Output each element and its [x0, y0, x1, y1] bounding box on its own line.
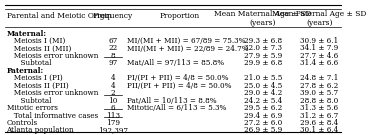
Text: 29.5 ± 6.2: 29.5 ± 6.2 — [244, 104, 282, 112]
Text: 27.8 ± 6.2: 27.8 ± 6.2 — [300, 82, 339, 90]
Text: Mitotic errors: Mitotic errors — [7, 104, 57, 112]
Text: 27.2 ± 6.0: 27.2 ± 6.0 — [244, 119, 282, 127]
Text: Mat/All = 97/113 = 85.8%: Mat/All = 97/113 = 85.8% — [126, 59, 224, 67]
Text: Controls: Controls — [7, 119, 38, 127]
Text: Parental and Meiotic Origin: Parental and Meiotic Origin — [7, 12, 111, 20]
Text: 6: 6 — [110, 104, 115, 112]
Text: 28.8 ± 8.0: 28.8 ± 8.0 — [300, 97, 339, 105]
Text: 2: 2 — [110, 89, 115, 97]
Text: MI/(MI + MII) = 67/89 = 75.3%: MI/(MI + MII) = 67/89 = 75.3% — [126, 37, 245, 45]
Text: 31.3 ± 5.6: 31.3 ± 5.6 — [301, 104, 339, 112]
Text: Mean Paternal Age ± SD
(years): Mean Paternal Age ± SD (years) — [272, 10, 367, 27]
Text: Frequency: Frequency — [93, 12, 133, 20]
Text: 10: 10 — [108, 97, 118, 105]
Text: Mean Maternal Age ± SD
(years): Mean Maternal Age ± SD (years) — [214, 10, 312, 27]
Text: Atlanta population: Atlanta population — [7, 126, 74, 134]
Text: 29.9 ± 6.8: 29.9 ± 6.8 — [244, 59, 282, 67]
Text: 32.0 ± 7.3: 32.0 ± 7.3 — [244, 44, 282, 53]
Text: 4: 4 — [110, 74, 115, 82]
Text: Subtotal: Subtotal — [7, 97, 51, 105]
Text: PI/(PI + PII) = 4/8 = 50.0%: PI/(PI + PII) = 4/8 = 50.0% — [126, 74, 228, 82]
Text: Paternal:: Paternal: — [7, 67, 44, 75]
Text: 4: 4 — [110, 82, 115, 90]
Text: Subtotal: Subtotal — [7, 59, 51, 67]
Text: 29.0 ± 4.2: 29.0 ± 4.2 — [244, 89, 282, 97]
Text: 179: 179 — [106, 119, 120, 127]
Text: 113: 113 — [106, 112, 120, 119]
Text: Meiosis II (MII): Meiosis II (MII) — [7, 44, 71, 53]
Text: 30.1 ± 6.4: 30.1 ± 6.4 — [300, 126, 339, 134]
Text: 39.0 ± 5.7: 39.0 ± 5.7 — [301, 89, 339, 97]
Text: 21.0 ± 5.5: 21.0 ± 5.5 — [244, 74, 282, 82]
Text: 192,397: 192,397 — [98, 126, 128, 134]
Text: Meiosis error unknown: Meiosis error unknown — [7, 52, 98, 60]
Text: 31.2 ± 6.7: 31.2 ± 6.7 — [300, 112, 339, 119]
Text: 30.9 ± 6.1: 30.9 ± 6.1 — [300, 37, 339, 45]
Text: 34.1 ± 7.9: 34.1 ± 7.9 — [300, 44, 339, 53]
Text: 27.9 ± 5.9: 27.9 ± 5.9 — [244, 52, 282, 60]
Text: Meiosis error unknown: Meiosis error unknown — [7, 89, 98, 97]
Text: 29.3 ± 6.8: 29.3 ± 6.8 — [244, 37, 282, 45]
Text: Meiosis II (PII): Meiosis II (PII) — [7, 82, 68, 90]
Text: Proportion: Proportion — [160, 12, 200, 20]
Text: Mitotic/All = 6/113 = 5.3%: Mitotic/All = 6/113 = 5.3% — [126, 104, 226, 112]
Text: 97: 97 — [108, 59, 118, 67]
Text: 22: 22 — [108, 44, 118, 53]
Text: 29.4 ± 6.9: 29.4 ± 6.9 — [244, 112, 282, 119]
Text: MII/(MI + MII) = 22/89 = 24.7%: MII/(MI + MII) = 22/89 = 24.7% — [126, 44, 248, 53]
Text: 31.4 ± 6.6: 31.4 ± 6.6 — [300, 59, 339, 67]
Text: Total informative cases: Total informative cases — [7, 112, 98, 119]
Text: Meiosis I (PI): Meiosis I (PI) — [7, 74, 62, 82]
Text: Maternal:: Maternal: — [7, 30, 46, 38]
Text: 26.9 ± 5.9: 26.9 ± 5.9 — [244, 126, 282, 134]
Text: 27.7 ± 4.6: 27.7 ± 4.6 — [300, 52, 339, 60]
Text: 29.6 ± 8.4: 29.6 ± 8.4 — [300, 119, 339, 127]
Text: Meiosis I (MI): Meiosis I (MI) — [7, 37, 65, 45]
Text: Pat/All = 10/113 = 8.8%: Pat/All = 10/113 = 8.8% — [126, 97, 216, 105]
Text: 67: 67 — [108, 37, 118, 45]
Text: 24.8 ± 7.1: 24.8 ± 7.1 — [300, 74, 339, 82]
Text: 25.0 ± 4.5: 25.0 ± 4.5 — [244, 82, 282, 90]
Text: 8: 8 — [110, 52, 115, 60]
Text: 24.2 ± 5.4: 24.2 ± 5.4 — [244, 97, 282, 105]
Text: PII/(PI + PII) = 4/8 = 50.0%: PII/(PI + PII) = 4/8 = 50.0% — [126, 82, 231, 90]
